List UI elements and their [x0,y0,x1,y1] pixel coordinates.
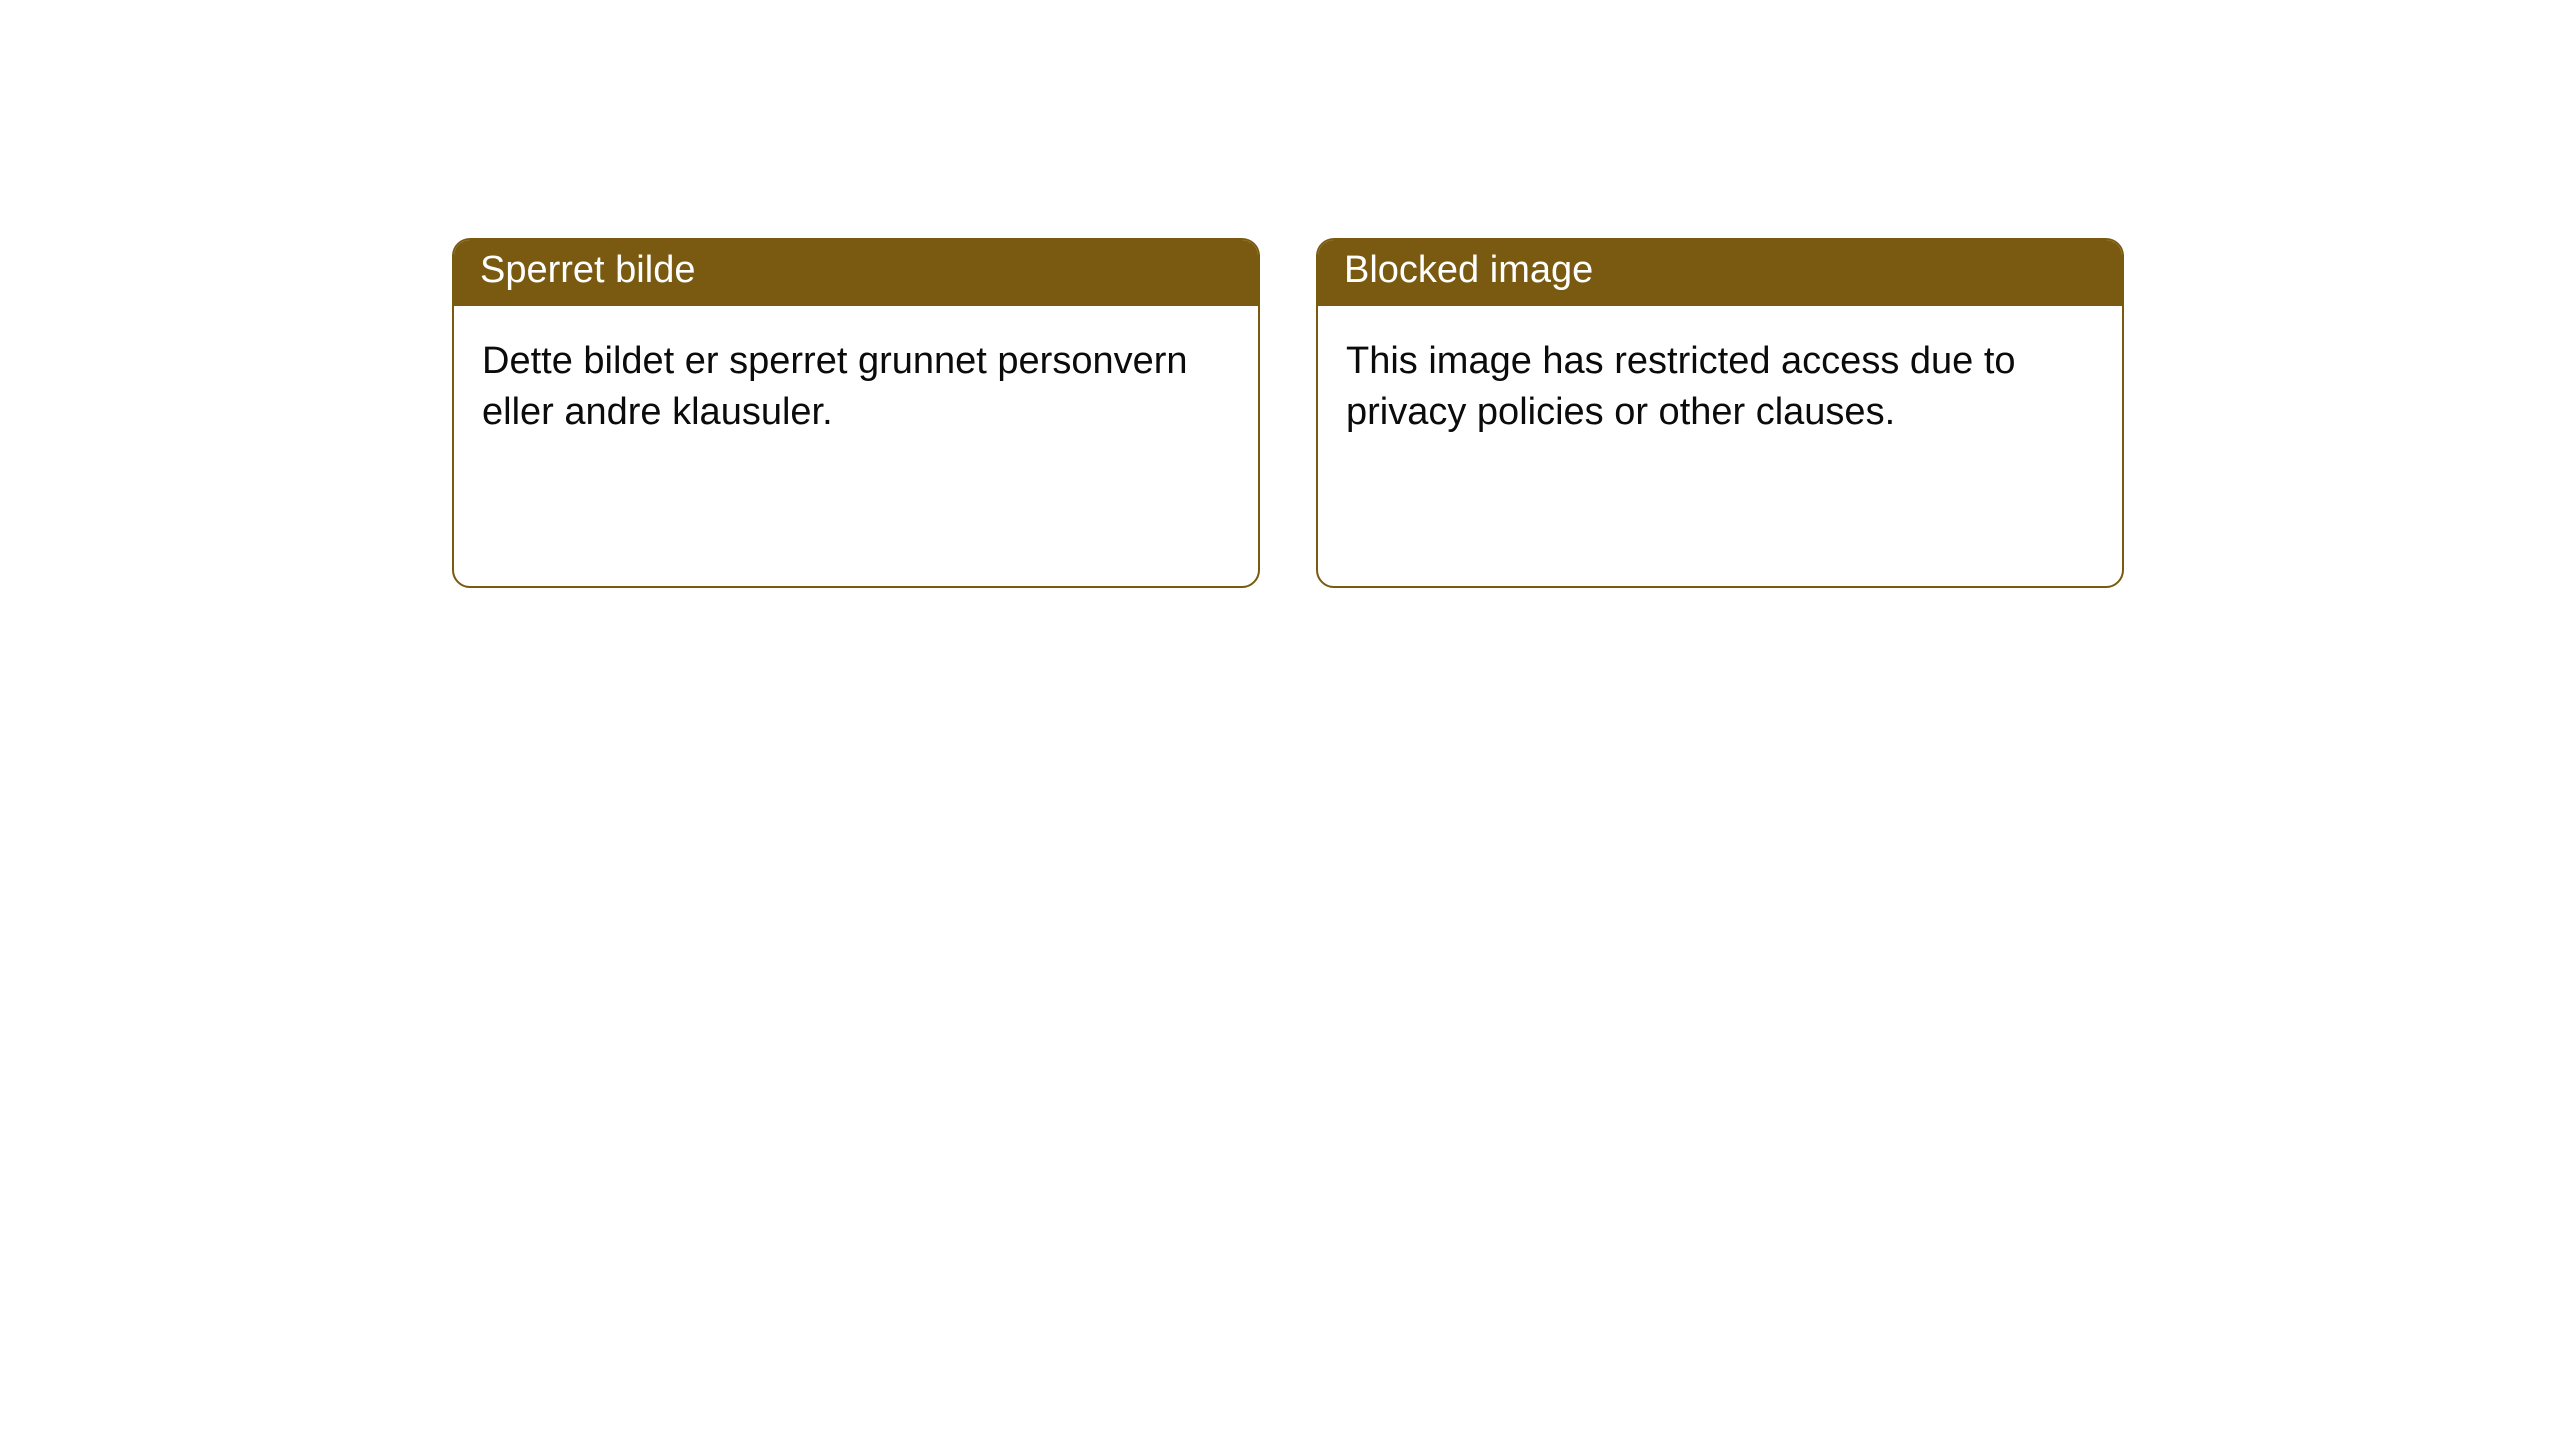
notice-header: Blocked image [1318,240,2122,306]
notice-card-english: Blocked image This image has restricted … [1316,238,2124,588]
notice-body: This image has restricted access due to … [1318,306,2122,586]
notice-card-norwegian: Sperret bilde Dette bildet er sperret gr… [452,238,1260,588]
notice-container: Sperret bilde Dette bildet er sperret gr… [0,0,2560,588]
notice-body: Dette bildet er sperret grunnet personve… [454,306,1258,586]
notice-header: Sperret bilde [454,240,1258,306]
